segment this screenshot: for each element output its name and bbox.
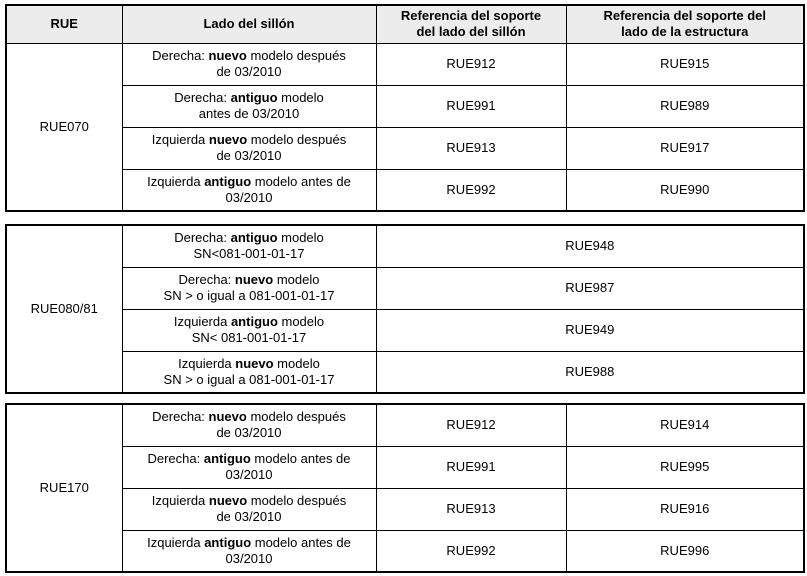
header-row: RUE Lado del sillón Referencia del sopor… (5, 4, 805, 44)
ref-merged-cell: RUE948 (375, 224, 805, 268)
ref-merged-cell: RUE949 (375, 308, 805, 352)
ref-sillon-cell: RUE912 (375, 42, 567, 86)
rue170-table: RUE170 Derecha: nuevo modelo después de 0… (5, 403, 805, 573)
rue080-81-table: RUE080/81 Derecha: antiguo modelo SN<081-… (5, 224, 806, 394)
table-row: Derecha: antiguo modelo antes de 03/2010 … (6, 445, 805, 489)
table-row: Izquierda antiguo modelo SN< 081-001-01-1… (6, 308, 805, 352)
ref-estructura-cell: RUE917 (565, 126, 805, 170)
table-row: Derecha: nuevo modelo SN > o igual a 081-… (6, 266, 805, 310)
ref-estructura-cell: RUE915 (565, 42, 805, 86)
table-row: Izquierda antiguo modelo antes de 03/2010… (6, 168, 805, 212)
table-row: Derecha: antiguo modelo antes de 03/2010 … (6, 84, 805, 128)
lado-cell: Derecha: nuevo modelo después de 03/2010 (121, 403, 377, 447)
table-row: Izquierda nuevo modelo SN > o igual a 081… (6, 350, 805, 394)
table-row: RUE080/81 Derecha: antiguo modelo SN<081-… (5, 224, 805, 394)
rue070-table: RUE Lado del sillón Referencia del sopor… (5, 4, 805, 212)
ref-sillon-cell: RUE992 (375, 168, 567, 212)
lado-cell: Izquierda nuevo modelo después de 03/2010 (121, 487, 377, 531)
header-cell-lado: Lado del sillón (121, 4, 377, 44)
header-cell-ref-sillon: Referencia del soporte del lado del silló… (375, 4, 567, 44)
table-gap (5, 212, 803, 224)
ref-sillon-cell: RUE912 (375, 403, 567, 447)
lado-cell: Derecha: antiguo modelo antes de 03/2010 (121, 445, 377, 489)
ref-merged-cell: RUE988 (375, 350, 805, 394)
lado-cell: Izquierda antiguo modelo antes de 03/2010 (121, 168, 377, 212)
lado-cell: Derecha: nuevo modelo SN > o igual a 081-… (121, 266, 377, 310)
table-row: RUE070 Derecha: nuevo modelo después de 0… (5, 42, 805, 212)
rue-cell: RUE170 (5, 403, 123, 573)
ref-merged-cell: RUE987 (375, 266, 805, 310)
ref-estructura-cell: RUE989 (565, 84, 805, 128)
ref-estructura-cell: RUE916 (565, 487, 805, 531)
lado-cell: Izquierda nuevo modelo después de 03/2010 (121, 126, 377, 170)
table-row: RUE170 Derecha: nuevo modelo después de 0… (5, 403, 805, 573)
table-row: Izquierda nuevo modelo después de 03/2010… (6, 126, 805, 170)
table-header: RUE Lado del sillón Referencia del sopor… (5, 4, 805, 44)
rue-cell: RUE070 (5, 42, 123, 212)
table-row: Izquierda antiguo modelo antes de 03/2010… (6, 529, 805, 573)
ref-sillon-cell: RUE913 (375, 487, 567, 531)
ref-estructura-cell: RUE990 (565, 168, 805, 212)
table-gap (5, 394, 803, 403)
lado-cell: Izquierda nuevo modelo SN > o igual a 081… (121, 350, 377, 394)
table-row: Izquierda nuevo modelo después de 03/2010… (6, 487, 805, 531)
lado-cell: Derecha: antiguo modelo antes de 03/2010 (121, 84, 377, 128)
header-cell-ref-estructura: Referencia del soporte del lado de la est… (565, 4, 805, 44)
ref-sillon-cell: RUE991 (375, 445, 567, 489)
ref-sillon-cell: RUE913 (375, 126, 567, 170)
ref-estructura-cell: RUE996 (565, 529, 805, 573)
ref-estructura-cell: RUE995 (565, 445, 805, 489)
rue-cell: RUE080/81 (5, 224, 123, 394)
ref-estructura-cell: RUE914 (565, 403, 805, 447)
lado-cell: Derecha: nuevo modelo después de 03/2010 (121, 42, 377, 86)
header-cell-rue: RUE (5, 4, 123, 44)
lado-cell: Izquierda antiguo modelo antes de 03/2010 (121, 529, 377, 573)
ref-sillon-cell: RUE991 (375, 84, 567, 128)
lado-cell: Derecha: antiguo modelo SN<081-001-01-17 (121, 224, 377, 268)
ref-sillon-cell: RUE992 (375, 529, 567, 573)
lado-cell: Izquierda antiguo modelo SN< 081-001-01-1… (121, 308, 377, 352)
